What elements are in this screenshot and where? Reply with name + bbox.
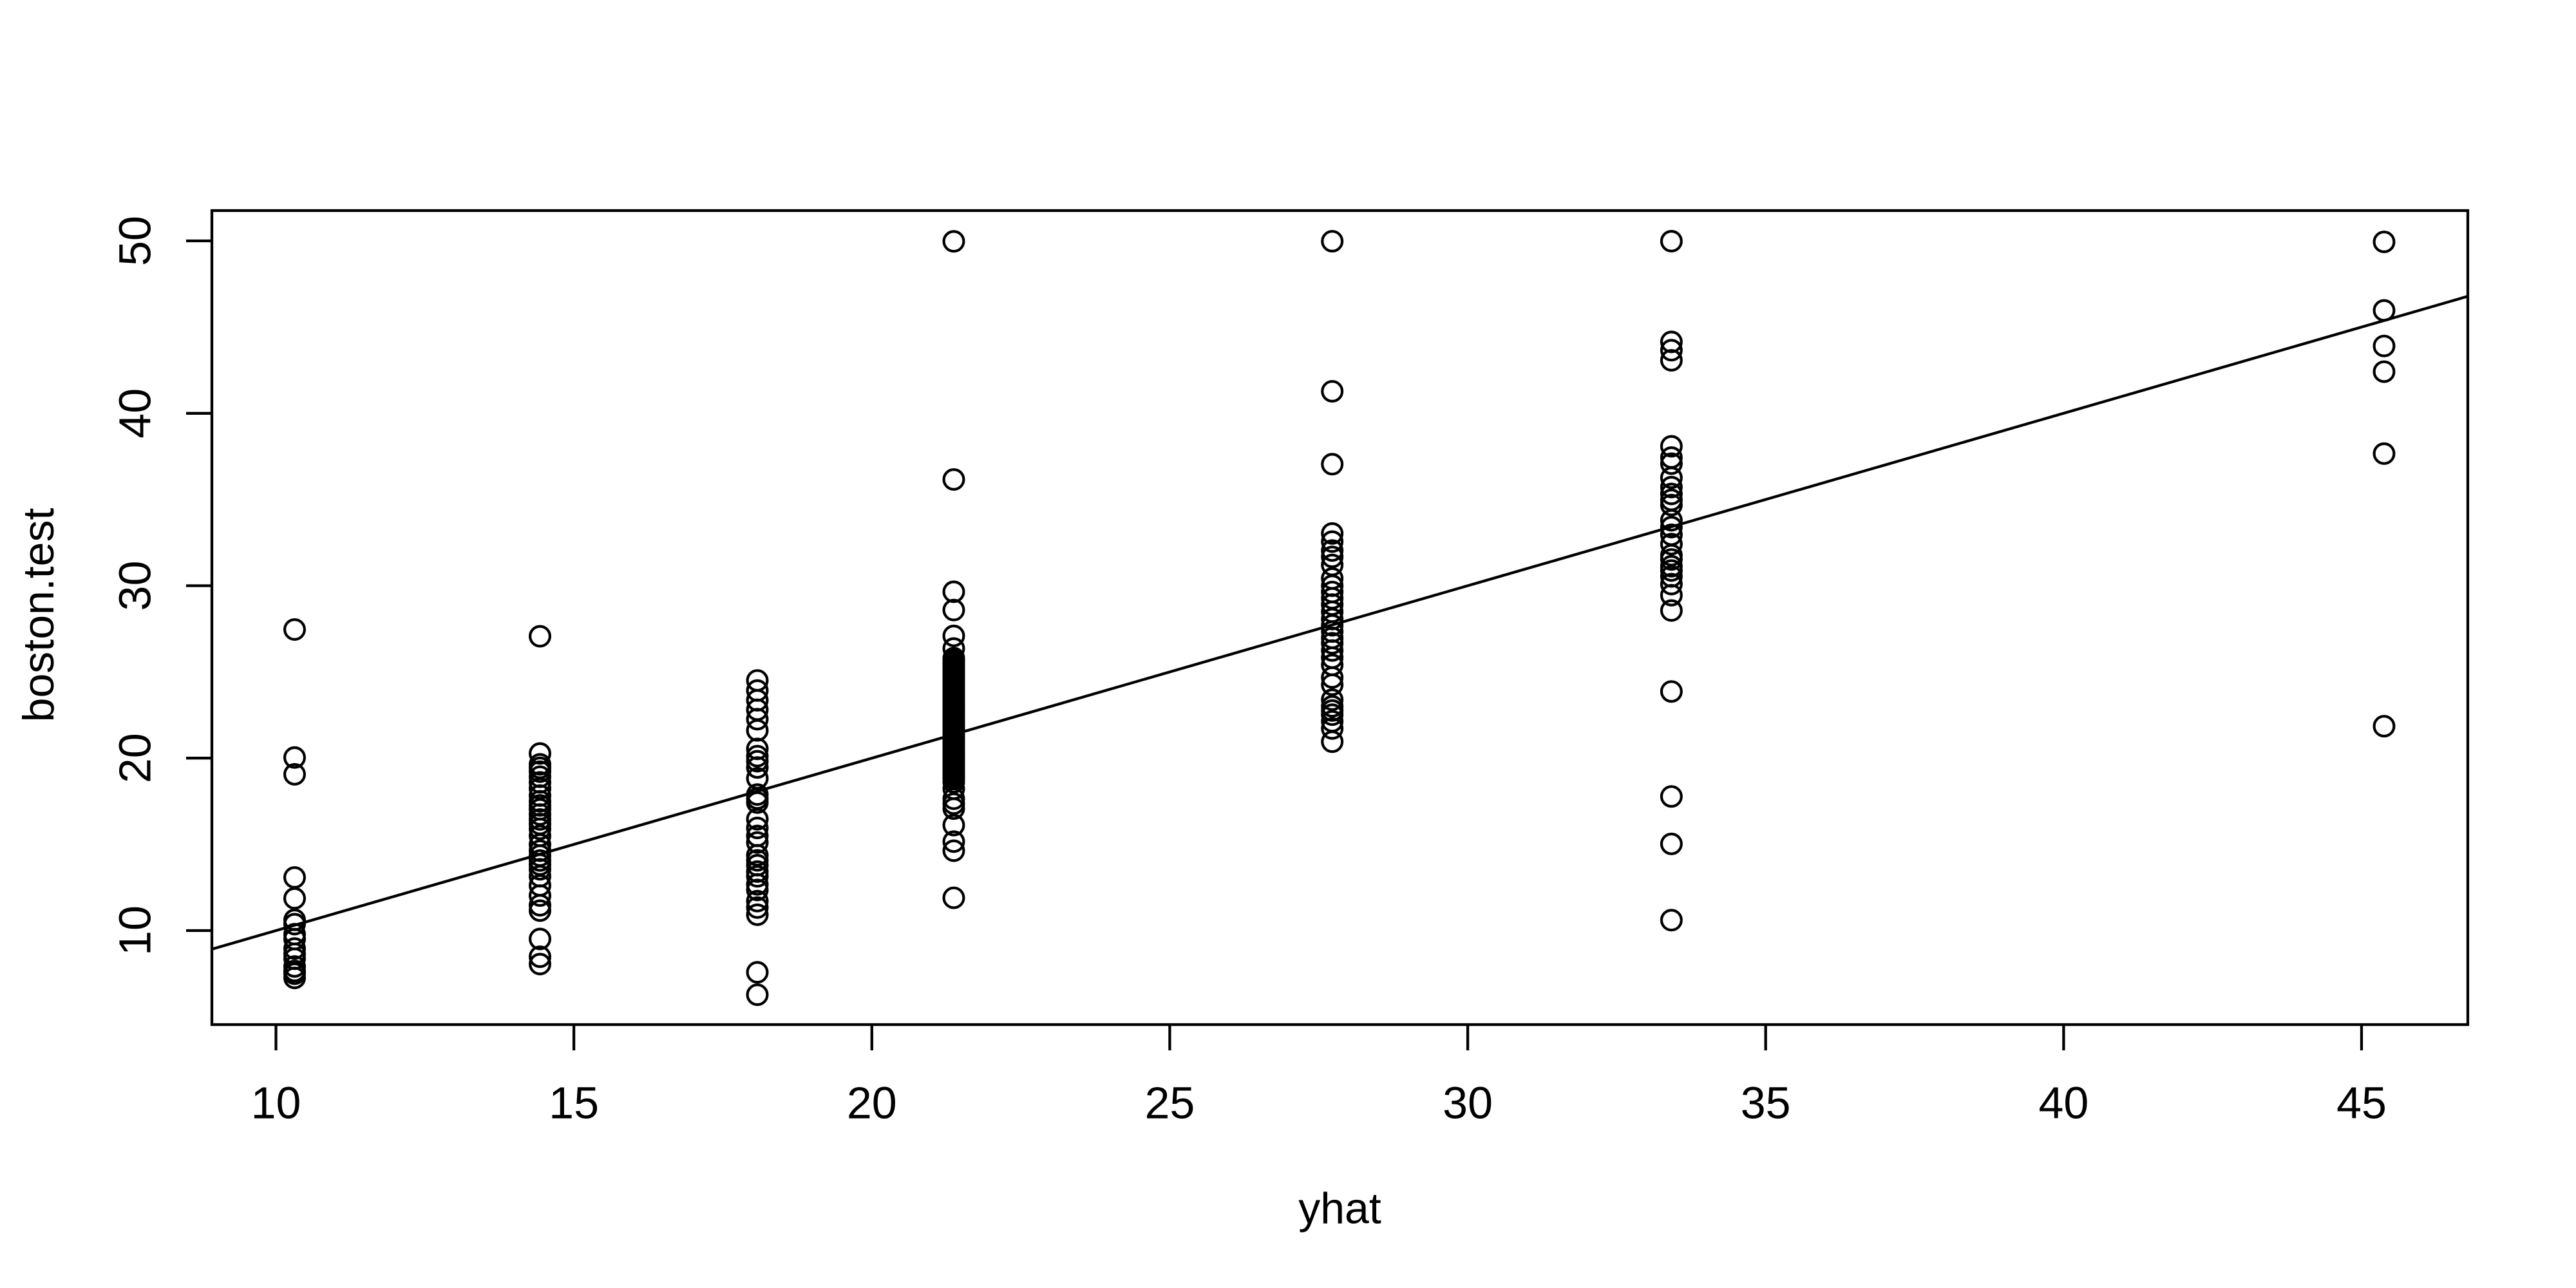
svg-text:yhat: yhat <box>1298 1184 1381 1233</box>
svg-text:40: 40 <box>110 388 160 439</box>
svg-text:40: 40 <box>2038 1078 2088 1128</box>
svg-text:20: 20 <box>110 733 160 783</box>
svg-text:20: 20 <box>847 1078 897 1128</box>
svg-text:50: 50 <box>110 216 160 266</box>
svg-text:boston.test: boston.test <box>14 508 63 723</box>
svg-text:35: 35 <box>1741 1078 1791 1128</box>
svg-text:30: 30 <box>1443 1078 1493 1128</box>
svg-text:10: 10 <box>251 1078 301 1128</box>
svg-text:25: 25 <box>1144 1078 1195 1128</box>
svg-text:15: 15 <box>549 1078 599 1128</box>
svg-text:30: 30 <box>110 561 160 611</box>
svg-text:45: 45 <box>2336 1078 2387 1128</box>
svg-text:10: 10 <box>110 905 160 956</box>
